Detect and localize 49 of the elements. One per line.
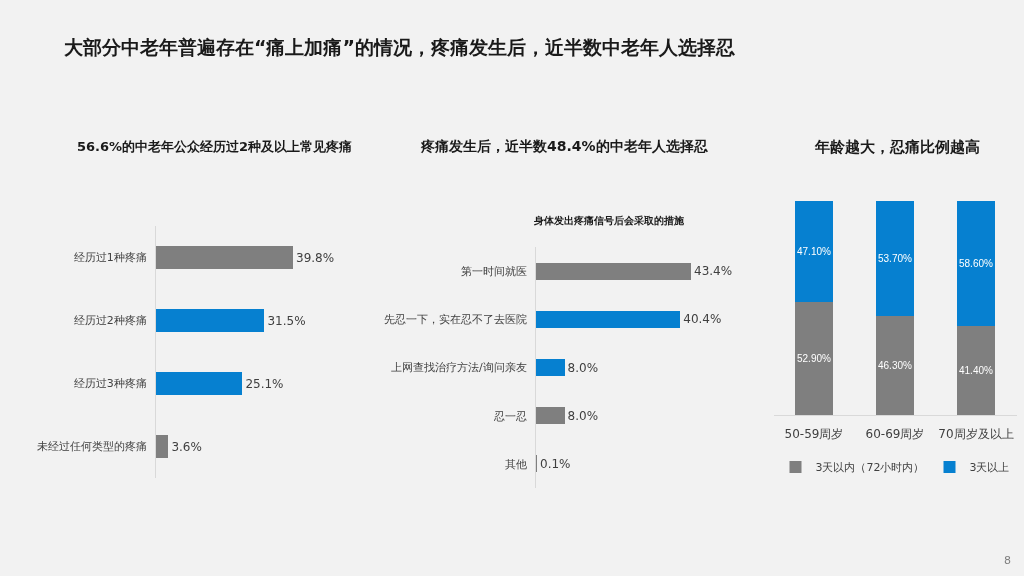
data-label: 41.40% bbox=[958, 365, 994, 377]
x-tick-label: 50-59周岁 bbox=[784, 427, 844, 442]
bar bbox=[795, 301, 833, 415]
bar bbox=[156, 246, 293, 269]
data-label: 8.0% bbox=[567, 408, 599, 423]
bar bbox=[957, 201, 995, 327]
x-tick-label: 60-69周岁 bbox=[865, 427, 925, 442]
data-label: 43.4% bbox=[694, 264, 733, 279]
chart-subtitle: 身体发出疼痛信号后会采取的措施 bbox=[533, 215, 685, 226]
bar bbox=[795, 201, 833, 302]
bar bbox=[536, 310, 681, 328]
data-label: 8.0% bbox=[567, 360, 599, 375]
bar bbox=[156, 309, 265, 332]
data-label: 46.30% bbox=[877, 359, 913, 371]
y-tick-label: 其他 bbox=[504, 457, 527, 471]
data-label: 52.90% bbox=[796, 352, 832, 364]
data-label: 31.5% bbox=[267, 313, 306, 328]
bar bbox=[957, 326, 995, 415]
chart-title: 疼痛发生后，近半数48.4%的中老年人选择忍 bbox=[420, 138, 708, 154]
bar bbox=[536, 359, 565, 376]
y-tick-label: 忍一忍 bbox=[492, 409, 527, 423]
chart-title: 年龄越大，忍痛比例越高 bbox=[814, 138, 980, 156]
chart-subtitle: 56.6%的中老年公众经历过2种及以上常见疼痛 bbox=[77, 139, 353, 154]
bar bbox=[876, 201, 914, 316]
data-label: 25.1% bbox=[245, 376, 284, 391]
y-tick-label: 未经过任何类型的疼痛 bbox=[36, 440, 147, 454]
y-tick-label: 先忍一下，实在忍不了去医院 bbox=[383, 313, 527, 327]
text: 大部分中老年普遍存在“痛上加痛”的情况，疼痛发生后，近半数中老年人选择忍 bbox=[64, 36, 735, 58]
bar bbox=[536, 262, 691, 280]
bar bbox=[536, 407, 565, 425]
y-tick-label: 经历过2种疼痛 bbox=[73, 314, 147, 328]
y-tick-label: 上网查找治疗方法/询问亲友 bbox=[391, 361, 527, 375]
bar bbox=[156, 372, 243, 395]
data-label: 3.6% bbox=[171, 439, 202, 454]
data-label: 40.4% bbox=[683, 312, 722, 327]
bar bbox=[156, 435, 169, 458]
y-tick-label: 经历过1种疼痛 bbox=[73, 251, 147, 265]
legend-label: 3天以上 bbox=[969, 461, 1010, 475]
text: 8 bbox=[1004, 554, 1011, 567]
y-tick-label: 第一时间就医 bbox=[460, 264, 527, 278]
bar bbox=[876, 315, 914, 415]
data-label: 0.1% bbox=[540, 456, 571, 471]
data-label: 39.8% bbox=[296, 250, 335, 265]
y-tick-label: 经历过3种疼痛 bbox=[73, 377, 147, 391]
legend-label: 3天以内（72小时内） bbox=[815, 461, 925, 475]
data-label: 58.60% bbox=[958, 258, 994, 270]
data-label: 53.70% bbox=[877, 252, 913, 264]
data-label: 47.10% bbox=[796, 245, 832, 257]
x-tick-label: 70周岁及以上 bbox=[938, 427, 1014, 442]
